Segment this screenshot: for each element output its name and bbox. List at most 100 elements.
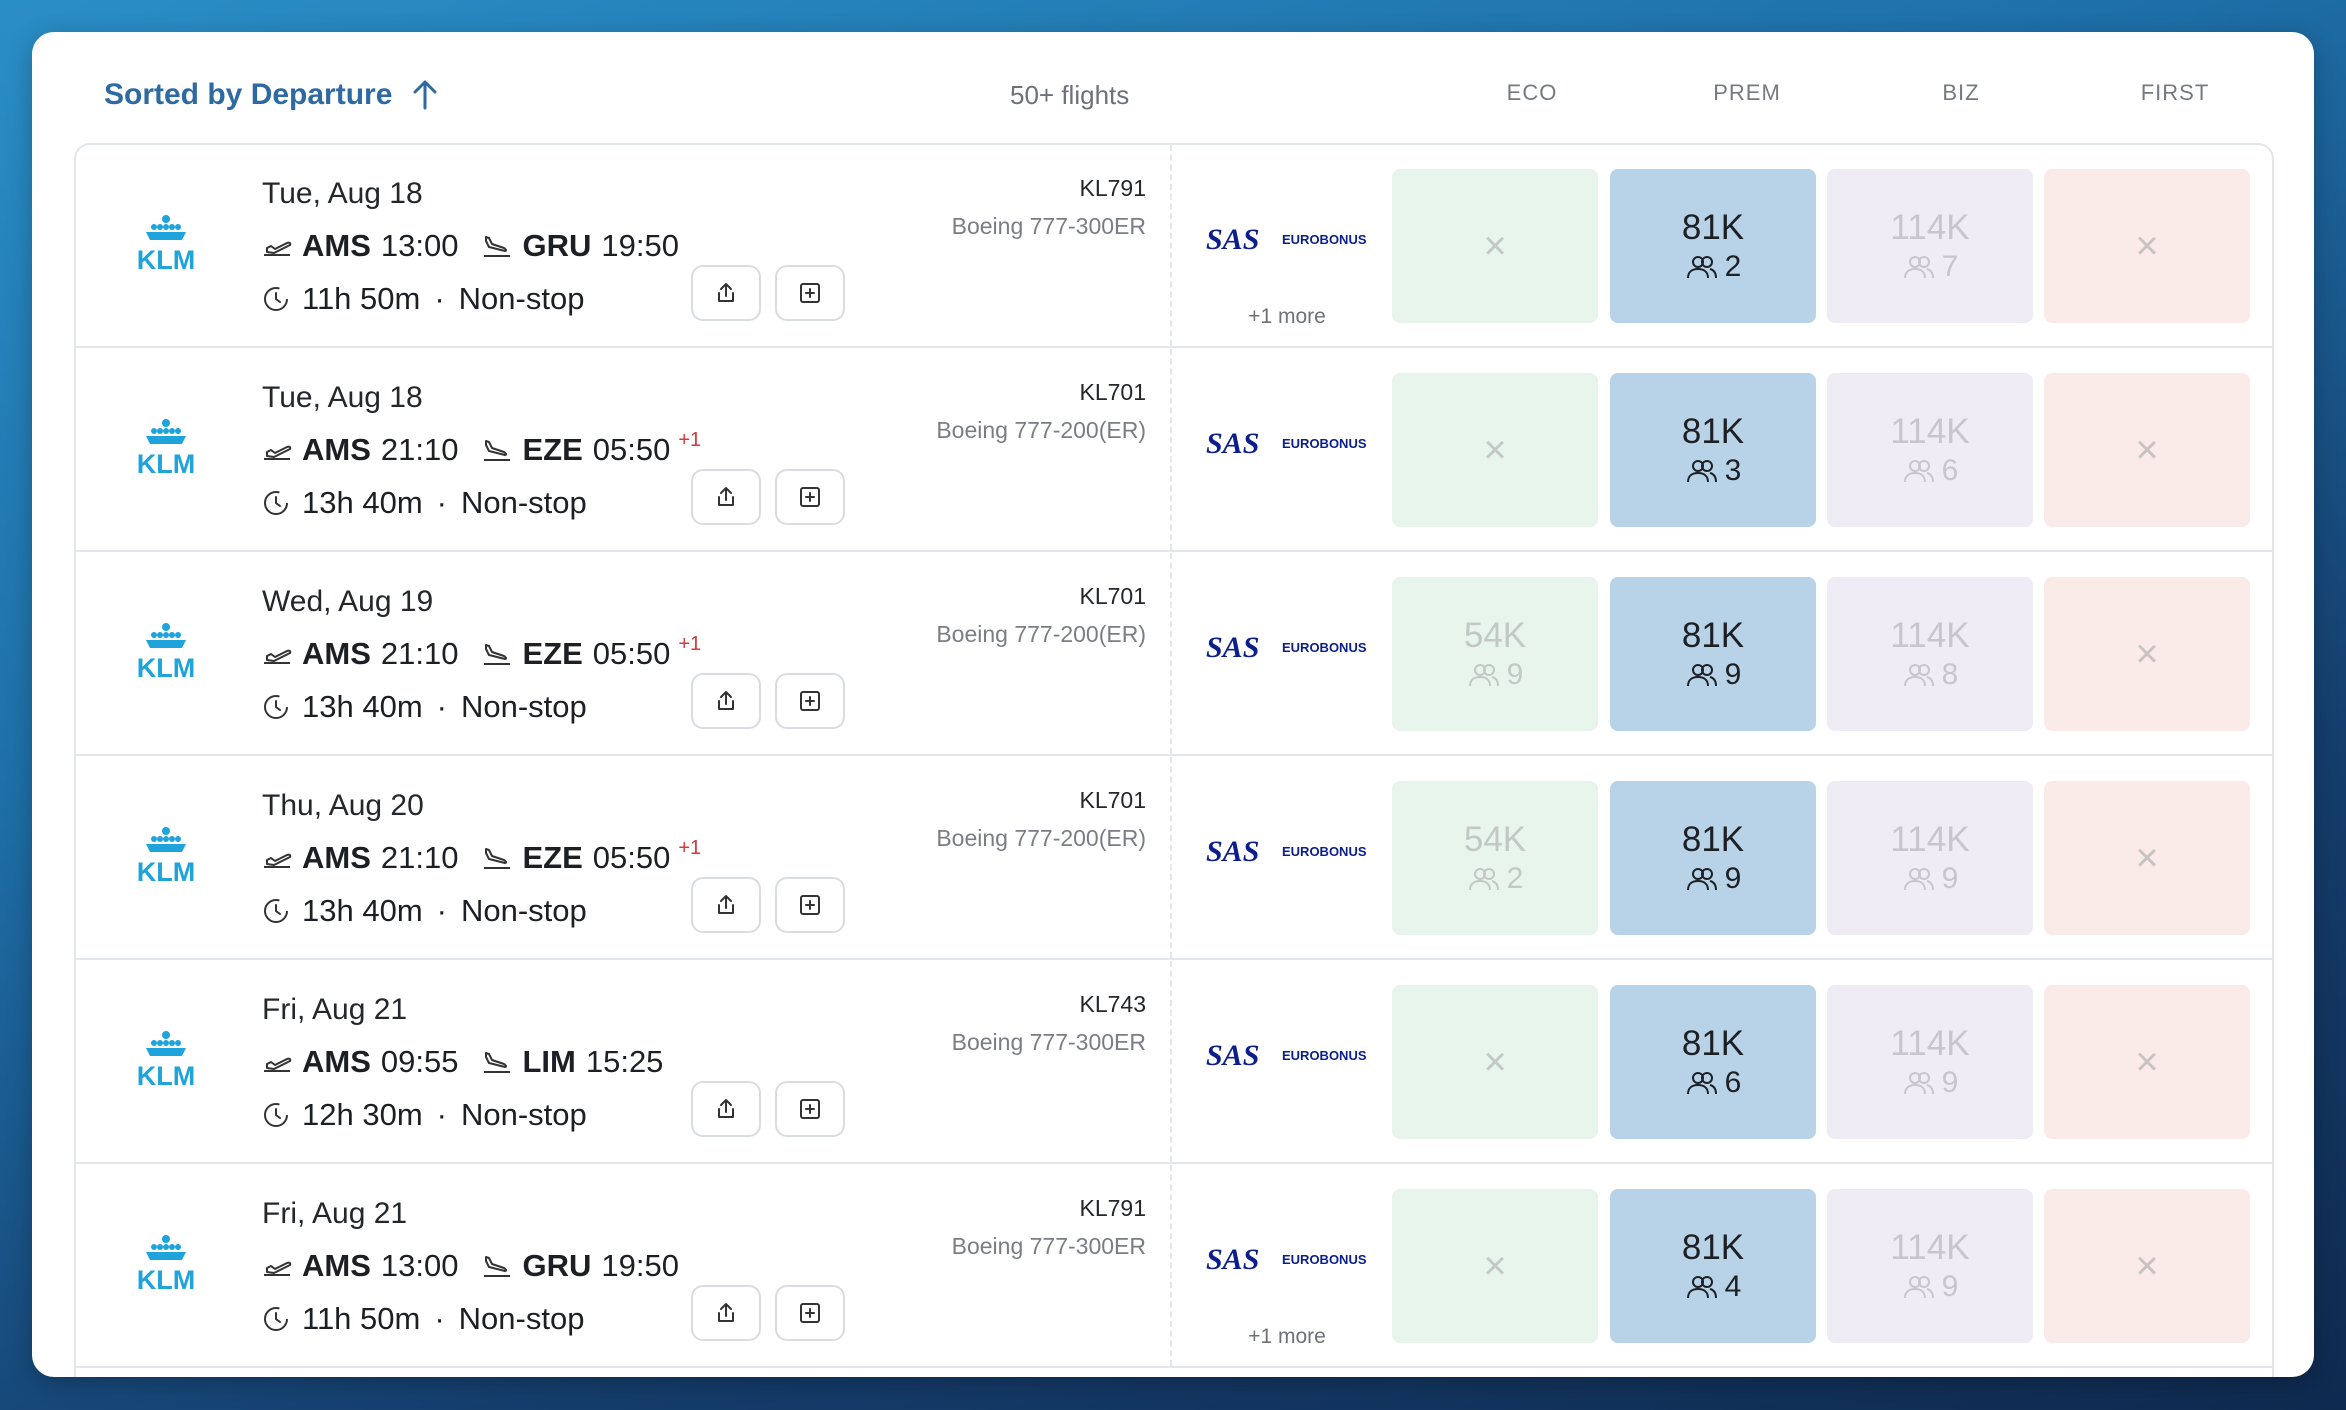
origin-code: AMS bbox=[302, 1044, 371, 1079]
column-header-first[interactable]: FIRST bbox=[2140, 80, 2210, 105]
column-header-eco[interactable]: ECO bbox=[1506, 80, 1558, 105]
first-cell[interactable]: × bbox=[2044, 169, 2250, 323]
prem-cell[interactable]: 81K 9 bbox=[1610, 781, 1816, 935]
share-button[interactable] bbox=[691, 1081, 761, 1137]
origin-code: AMS bbox=[302, 1248, 371, 1283]
flight-row[interactable]: KLM Tue, Aug 18 AMS 21:10 EZE 05:50 +1 1… bbox=[76, 349, 2272, 552]
svg-text:KLM: KLM bbox=[137, 449, 195, 479]
biz-cell[interactable]: 114K 9 bbox=[1827, 781, 2033, 935]
svg-text:KLM: KLM bbox=[137, 1061, 195, 1091]
duration-line: 12h 30m · Non-stop bbox=[262, 1097, 587, 1133]
add-button[interactable] bbox=[775, 265, 845, 321]
seats-icon bbox=[1903, 1276, 1934, 1299]
aircraft-type: Boeing 777-200(ER) bbox=[936, 417, 1146, 443]
biz-cell[interactable]: 114K 7 bbox=[1827, 169, 2033, 323]
eco-cell[interactable]: × bbox=[1392, 1189, 1598, 1343]
flight-row[interactable]: KLM Fri, Aug 21 AMS 13:00 GRU 19:50 11h … bbox=[76, 1165, 2272, 1368]
unavailable-icon: × bbox=[1483, 224, 1507, 268]
results-header: Sorted by Departure 50+ flights ECO PREM… bbox=[32, 32, 2314, 144]
flight-row[interactable]: KLM Wed, Aug 19 AMS 21:10 EZE 05:50 +1 1… bbox=[76, 553, 2272, 756]
eco-cell[interactable]: 54K 2 bbox=[1392, 781, 1598, 935]
seats-icon bbox=[1903, 664, 1934, 687]
first-cell[interactable]: × bbox=[2044, 577, 2250, 731]
sort-button[interactable]: Sorted by Departure bbox=[104, 78, 438, 112]
duration-line: 13h 40m · Non-stop bbox=[262, 689, 587, 725]
departure-date: Thu, Aug 20 bbox=[262, 789, 424, 822]
landing-icon bbox=[484, 1052, 511, 1073]
klm-logo: KLM bbox=[137, 419, 195, 479]
unavailable-icon: × bbox=[2135, 224, 2159, 268]
seat-count: 6 bbox=[1941, 454, 1959, 487]
add-button[interactable] bbox=[775, 1081, 845, 1137]
more-programs-link[interactable]: +1 more bbox=[1248, 1325, 1326, 1348]
next-day-badge: +1 bbox=[678, 836, 702, 859]
first-cell[interactable]: × bbox=[2044, 781, 2250, 935]
column-header-prem[interactable]: PREM bbox=[1713, 80, 1781, 105]
sas-logo-text: SAS bbox=[1206, 631, 1259, 664]
eco-cell[interactable]: × bbox=[1392, 985, 1598, 1139]
biz-cell[interactable]: 114K 6 bbox=[1827, 373, 2033, 527]
share-icon bbox=[718, 487, 734, 506]
destination-code: GRU bbox=[522, 228, 592, 263]
prem-cell[interactable]: 81K 9 bbox=[1610, 577, 1816, 731]
add-button[interactable] bbox=[775, 1285, 845, 1341]
separator-dot: · bbox=[434, 1301, 445, 1336]
departure-date: Fri, Aug 21 bbox=[262, 1197, 408, 1230]
share-icon bbox=[718, 1099, 734, 1118]
add-button[interactable] bbox=[775, 673, 845, 729]
biz-cell[interactable]: 114K 9 bbox=[1827, 985, 2033, 1139]
points-value: 114K bbox=[1890, 412, 1970, 451]
seats-available: 3 bbox=[1685, 454, 1741, 488]
flight-row[interactable]: KLM Tue, Aug 18 AMS 13:00 GRU 19:50 11h … bbox=[76, 145, 2272, 348]
duration-line: 13h 40m · Non-stop bbox=[262, 893, 587, 929]
seats-available: 9 bbox=[1902, 1066, 1958, 1100]
eco-cell[interactable]: × bbox=[1392, 373, 1598, 527]
prem-cell[interactable]: 81K 4 bbox=[1610, 1189, 1816, 1343]
eco-cell[interactable]: × bbox=[1392, 169, 1598, 323]
seats-available: 4 bbox=[1685, 1270, 1741, 1304]
seats-icon bbox=[1468, 664, 1499, 687]
departure-time: 13:00 bbox=[380, 228, 459, 263]
prem-cell[interactable]: 81K 6 bbox=[1610, 985, 1816, 1139]
seat-count: 9 bbox=[1941, 862, 1959, 895]
first-cell[interactable]: × bbox=[2044, 985, 2250, 1139]
row-divider bbox=[1170, 961, 1172, 1162]
clock-icon bbox=[264, 695, 288, 719]
arrival-time: 05:50 bbox=[592, 840, 671, 875]
first-cell[interactable]: × bbox=[2044, 373, 2250, 527]
add-button[interactable] bbox=[775, 877, 845, 933]
share-button[interactable] bbox=[691, 1285, 761, 1341]
clock-icon bbox=[264, 287, 288, 311]
seats-icon bbox=[1903, 868, 1934, 891]
flight-legs: AMS 13:00 GRU 19:50 bbox=[262, 228, 687, 264]
prem-cell[interactable]: 81K 2 bbox=[1610, 169, 1816, 323]
share-button[interactable] bbox=[691, 265, 761, 321]
departure-time: 09:55 bbox=[380, 1044, 459, 1079]
landing-icon bbox=[484, 440, 511, 461]
biz-cell[interactable]: 114K 8 bbox=[1827, 577, 2033, 731]
klm-logo: KLM bbox=[137, 1031, 195, 1091]
flight-row[interactable]: KLM Fri, Aug 21 AMS 09:55 LIM 15:25 12h … bbox=[76, 961, 2272, 1164]
add-button[interactable] bbox=[775, 469, 845, 525]
column-header-biz[interactable]: BIZ bbox=[1942, 80, 1980, 105]
seat-count: 9 bbox=[1941, 1270, 1959, 1303]
share-button[interactable] bbox=[691, 877, 761, 933]
duration: 12h 30m bbox=[302, 1097, 423, 1132]
share-button[interactable] bbox=[691, 469, 761, 525]
clock-icon bbox=[264, 899, 288, 923]
sas-logo-text: SAS bbox=[1206, 1243, 1259, 1276]
landing-icon bbox=[484, 236, 511, 257]
sas-logo-text: SAS bbox=[1206, 223, 1259, 256]
more-programs-link[interactable]: +1 more bbox=[1248, 305, 1326, 328]
flight-row[interactable]: KLM Thu, Aug 20 AMS 21:10 EZE 05:50 +1 1… bbox=[76, 757, 2272, 960]
departure-date: Fri, Aug 21 bbox=[262, 993, 408, 1026]
biz-cell[interactable]: 114K 9 bbox=[1827, 1189, 2033, 1343]
separator-dot: · bbox=[434, 281, 445, 316]
eurobonus-logo-text: EUROBONUS bbox=[1282, 436, 1367, 451]
clock-icon bbox=[264, 491, 288, 515]
klm-logo: KLM bbox=[137, 827, 195, 887]
first-cell[interactable]: × bbox=[2044, 1189, 2250, 1343]
share-button[interactable] bbox=[691, 673, 761, 729]
prem-cell[interactable]: 81K 3 bbox=[1610, 373, 1816, 527]
eco-cell[interactable]: 54K 9 bbox=[1392, 577, 1598, 731]
